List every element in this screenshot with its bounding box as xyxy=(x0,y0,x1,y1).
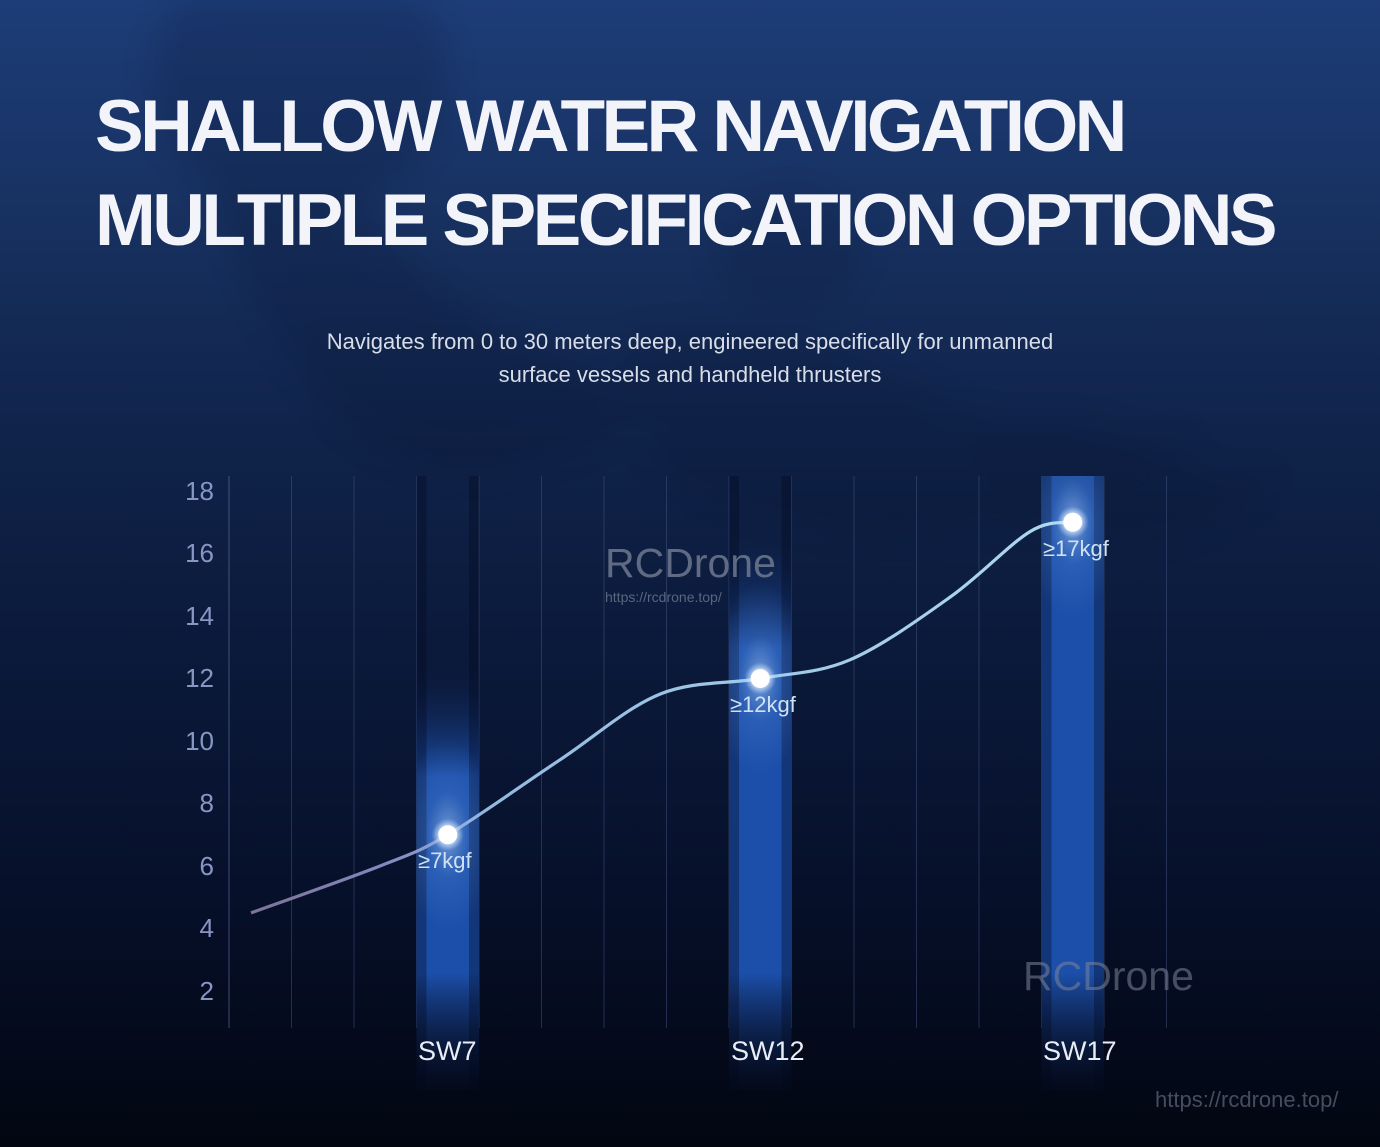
svg-text:6: 6 xyxy=(200,851,214,881)
svg-text:16: 16 xyxy=(185,538,214,568)
svg-text:RCDrone: RCDrone xyxy=(605,540,776,586)
svg-text:4: 4 xyxy=(200,913,214,943)
svg-text:18: 18 xyxy=(185,476,214,506)
svg-text:2: 2 xyxy=(200,976,214,1006)
svg-text:SW17: SW17 xyxy=(1043,1036,1117,1066)
svg-text:10: 10 xyxy=(185,726,214,756)
svg-text:12: 12 xyxy=(185,663,214,693)
svg-text:SW12: SW12 xyxy=(731,1036,805,1066)
svg-text:https://rcdrone.top/: https://rcdrone.top/ xyxy=(605,589,722,605)
svg-text:8: 8 xyxy=(200,788,214,818)
svg-text:https://rcdrone.top/: https://rcdrone.top/ xyxy=(1155,1087,1339,1112)
svg-text:≥7kgf: ≥7kgf xyxy=(418,848,473,873)
svg-text:≥12kgf: ≥12kgf xyxy=(730,692,797,717)
svg-text:SW7: SW7 xyxy=(418,1036,477,1066)
svg-text:14: 14 xyxy=(185,601,214,631)
svg-text:RCDrone: RCDrone xyxy=(1023,953,1194,999)
svg-text:≥17kgf: ≥17kgf xyxy=(1043,536,1110,561)
